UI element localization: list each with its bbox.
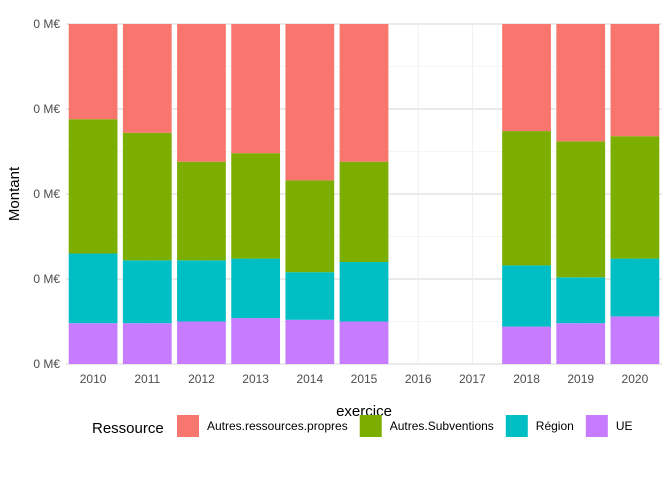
legend-label: Autres.ressources.propres (207, 419, 348, 433)
bar-segment (285, 272, 335, 320)
legend-swatch (505, 415, 528, 437)
y-axis-title: Montant (6, 166, 23, 221)
bar-segment (339, 161, 389, 262)
bars (68, 24, 660, 364)
legend: Ressource Autres.ressources.propres Autre… (92, 415, 633, 437)
y-tick-label: 0 M€ (33, 187, 60, 201)
bar-segment (177, 161, 226, 261)
x-tick-label: 2011 (134, 372, 160, 386)
bar-segment (610, 258, 660, 317)
legend-swatch (585, 415, 608, 437)
bar-segment (122, 323, 172, 364)
y-axis-ticks: 0 M€ 0 M€ 0 M€ 0 M€ 0 M€ (33, 17, 60, 371)
bar-segment (556, 323, 606, 364)
x-tick-label: 2012 (188, 372, 215, 386)
legend-swatch (359, 415, 382, 437)
bar-segment (610, 136, 660, 259)
bar-segment (231, 24, 281, 154)
y-tick-label: 0 M€ (33, 17, 60, 31)
legend-label: UE (616, 419, 633, 433)
bar-segment (68, 119, 118, 254)
bar-segment (231, 318, 281, 364)
legend-title: Ressource (92, 420, 164, 437)
bar-segment (610, 316, 660, 364)
legend-swatch (177, 415, 199, 437)
bar-segment (502, 24, 551, 132)
bar-segment (502, 131, 551, 266)
bar-segment (231, 153, 281, 259)
x-tick-label: 2015 (351, 372, 378, 386)
bar-segment (339, 321, 389, 364)
bar-segment (122, 260, 172, 324)
x-tick-label: 2020 (622, 372, 649, 386)
bar-segment (285, 24, 335, 181)
x-tick-label: 2018 (513, 372, 540, 386)
x-tick-label: 2016 (405, 372, 432, 386)
bar-segment (177, 24, 226, 162)
bar-segment (68, 253, 118, 324)
bar-segment (122, 24, 172, 133)
y-tick-label: 0 M€ (33, 102, 60, 116)
x-tick-label: 2017 (459, 372, 486, 386)
bar-segment (231, 258, 281, 319)
bar-segment (177, 260, 226, 322)
bar-segment (285, 180, 335, 273)
y-tick-label: 0 M€ (33, 272, 60, 286)
y-tick-label: 0 M€ (33, 357, 60, 371)
bar-segment (177, 321, 226, 364)
x-tick-label: 2014 (296, 372, 323, 386)
bar-segment (502, 326, 551, 364)
bar-segment (339, 24, 389, 162)
bar-segment (285, 319, 335, 364)
bar-segment (556, 277, 606, 324)
x-tick-label: 2013 (242, 372, 269, 386)
bar-segment (556, 141, 606, 278)
legend-label: Autres.Subventions (390, 419, 494, 433)
bar-segment (68, 323, 118, 364)
bar-segment (339, 262, 389, 322)
x-tick-label: 2019 (567, 372, 594, 386)
bar-segment (610, 24, 660, 137)
bar-segment (502, 265, 551, 327)
bar-segment (122, 132, 172, 261)
x-tick-label: 2010 (80, 372, 107, 386)
x-axis-ticks: 2010 2011 2012 2013 2014 2015 2016 2017 2018 2019… (80, 372, 649, 386)
bar-segment (556, 24, 606, 142)
bar-segment (68, 24, 118, 120)
legend-label: Région (536, 419, 574, 433)
